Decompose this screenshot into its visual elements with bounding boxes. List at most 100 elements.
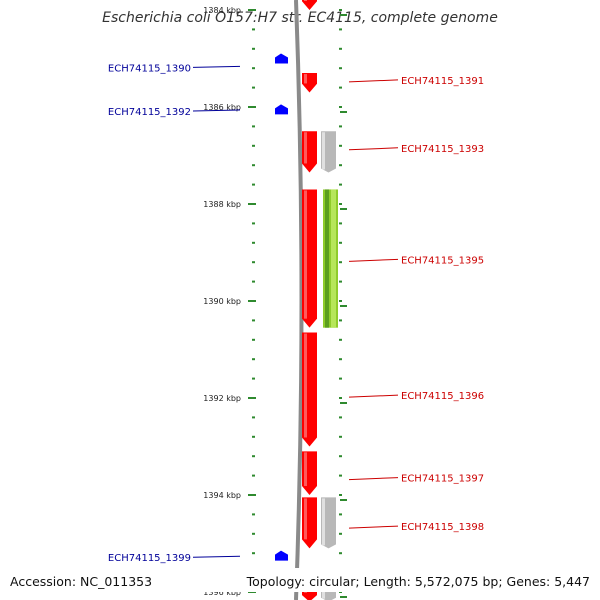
label-leader-left	[192, 109, 241, 112]
minor-tick-right	[339, 164, 342, 167]
minor-tick-right	[339, 280, 342, 283]
gene-label-right: ECH74115_1398	[401, 522, 484, 533]
minor-tick-right	[339, 125, 342, 128]
gene-arrow-gene-top	[302, 0, 317, 10]
major-tick-right	[340, 305, 347, 307]
gene-labels: ECH74115_1390 ECH74115_1392 ECH74115_1399 E…	[108, 63, 484, 564]
gene-label-right: ECH74115_1391	[401, 76, 484, 87]
minor-tick-right	[339, 183, 342, 186]
minor-tick-left	[252, 125, 255, 128]
minor-tick-right	[339, 261, 342, 264]
tick-label: 1390 kbp	[203, 297, 241, 306]
minor-tick-right	[339, 474, 342, 477]
major-tick-right	[340, 499, 347, 501]
genome-title: Escherichia coli O157:H7 str. EC4115, co…	[102, 10, 498, 26]
minor-tick-right	[339, 28, 342, 31]
minor-tick-right	[339, 300, 342, 302]
minor-tick-right	[339, 67, 342, 70]
minor-tick-right	[339, 532, 342, 535]
minor-tick-left	[252, 144, 255, 147]
gene-highlight	[304, 333, 307, 438]
minor-tick-left	[252, 164, 255, 167]
minor-tick-left	[252, 513, 255, 516]
gene-label-right: ECH74115_1396	[401, 391, 484, 402]
label-leader-right	[348, 525, 399, 529]
minor-tick-right	[339, 144, 342, 147]
tick-label: 1388 kbp	[203, 200, 241, 209]
minor-tick-right	[339, 397, 342, 399]
gene-highlight	[304, 74, 307, 84]
forward-arrow-ECH74115_1399	[275, 550, 288, 561]
cds-highlight	[331, 189, 336, 328]
cds-highlight	[322, 498, 325, 546]
minor-tick-right	[339, 494, 342, 496]
minor-tick-right	[339, 9, 342, 11]
minor-tick-right	[339, 377, 342, 380]
gene-label-left: ECH74115_1392	[108, 107, 191, 118]
gene-label-right: ECH74115_1395	[401, 255, 484, 266]
minor-tick-left	[252, 241, 255, 244]
minor-tick-right	[339, 435, 342, 438]
tick-label: 1384 kbp	[203, 6, 241, 15]
minor-tick-left	[252, 86, 255, 89]
minor-tick-left	[252, 261, 255, 264]
genome-backbone	[294, 0, 304, 600]
gene-highlight	[304, 498, 307, 540]
tick-label: 1392 kbp	[203, 394, 241, 403]
accession-text: Accession: NC_011353	[10, 574, 152, 589]
gene-label-right: ECH74115_1397	[401, 474, 484, 485]
minor-tick-right	[339, 416, 342, 419]
gene-highlight	[304, 190, 307, 319]
minor-tick-right	[339, 319, 342, 322]
minor-tick-right	[339, 513, 342, 516]
major-tick-right	[340, 208, 347, 210]
cds-highlight	[322, 588, 325, 599]
minor-tick-right	[339, 338, 342, 341]
gene-label-left: ECH74115_1390	[108, 63, 191, 74]
major-tick-left	[248, 300, 256, 302]
minor-tick-left	[252, 47, 255, 50]
gene-label-right: ECH74115_1393	[401, 144, 484, 155]
minor-tick-left	[252, 319, 255, 322]
label-leader-left	[192, 65, 241, 68]
minor-tick-left	[252, 183, 255, 186]
label-leader-right	[348, 477, 399, 481]
minor-tick-left	[252, 416, 255, 419]
major-tick-left	[248, 203, 256, 205]
minor-tick-right	[339, 455, 342, 458]
minor-tick-right	[339, 106, 342, 108]
minor-tick-left	[252, 377, 255, 380]
minor-tick-left	[252, 455, 255, 458]
cds-shade	[325, 189, 329, 328]
label-leader-left	[192, 555, 241, 558]
gene-highlight	[304, 0, 307, 1]
major-tick-left	[248, 106, 256, 108]
minor-tick-right	[339, 552, 342, 555]
tick-label: 1396 kbp	[203, 588, 241, 597]
summary-text: Topology: circular; Length: 5,572,075 bp…	[246, 574, 590, 589]
label-leader-right	[348, 258, 399, 262]
major-tick-right	[340, 14, 347, 16]
minor-tick-right	[339, 222, 342, 225]
minor-tick-left	[252, 28, 255, 31]
minor-tick-left	[252, 474, 255, 477]
minor-tick-left	[252, 552, 255, 555]
cds-highlight	[322, 132, 325, 170]
gene-highlight	[304, 132, 307, 164]
gene-label-left: ECH74115_1399	[108, 553, 191, 564]
tick-label: 1394 kbp	[203, 491, 241, 500]
minor-tick-left	[252, 338, 255, 341]
major-tick-left	[248, 9, 256, 11]
minor-tick-left	[252, 67, 255, 70]
label-leader-right	[348, 394, 399, 398]
minor-tick-left	[252, 435, 255, 438]
feature-track	[275, 0, 338, 600]
major-tick-right	[340, 596, 347, 598]
gene-highlight	[304, 452, 307, 486]
major-tick-right	[340, 111, 347, 113]
label-leader-right	[348, 79, 399, 83]
ruler: 1384 kbp 1386 kbp 1388 kbp 1390 kbp 1392 kbp…	[203, 6, 347, 598]
major-tick-left	[248, 494, 256, 496]
